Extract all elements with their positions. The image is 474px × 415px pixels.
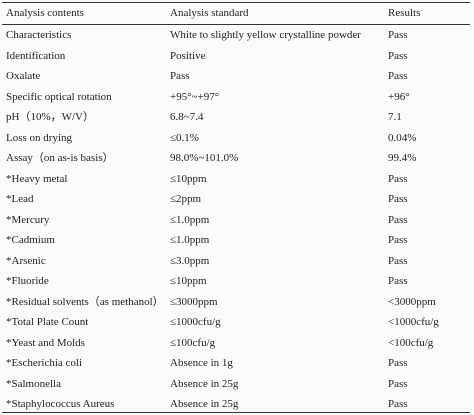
table-cell: Pass (388, 254, 408, 267)
table-cell: Loss on drying (6, 131, 72, 144)
table-cell: *Total Plate Count (6, 316, 89, 328)
table-cell: *Residual solvents（as methanol） (6, 295, 164, 308)
table-cell: ≤2ppm (170, 193, 202, 205)
table-cell: <1000cfu/g (388, 316, 439, 328)
table-cell: Pass (170, 70, 190, 82)
table-cell: Specific optical rotation (6, 90, 112, 103)
top-rule (2, 2, 470, 3)
header-cell: Results (388, 7, 421, 19)
table-cell: Pass (388, 398, 408, 410)
table-cell: *Escherichia coli (6, 357, 83, 369)
table-cell: pH（10%，W/V） (6, 111, 94, 123)
table-cell: Pass (388, 234, 408, 246)
table-cell: Pass (388, 29, 408, 41)
table-cell: Absence in 25g (170, 398, 239, 410)
table-cell: Absence in 1g (170, 357, 233, 369)
table-cell: *Cadmium (6, 234, 55, 246)
table-cell: *Yeast and Molds (6, 336, 85, 349)
table-cell: ≤1000cfu/g (170, 316, 221, 328)
table-cell: *Mercury (6, 213, 50, 226)
table-cell: *Fluoride (6, 275, 49, 287)
table-cell: Positive (170, 49, 206, 62)
table-cell: Absence in 25g (170, 377, 239, 390)
table-cell: ≤10ppm (170, 172, 207, 185)
table-cell: Pass (388, 357, 408, 369)
table-cell: Pass (388, 193, 408, 205)
table-cell: ≤10ppm (170, 275, 207, 287)
table-cell: Pass (388, 213, 408, 226)
header-rule (2, 24, 470, 25)
table-cell: Pass (388, 377, 408, 390)
table-cell: Characteristics (6, 29, 72, 41)
table-cell: ≤100cfu/g (170, 336, 216, 349)
table-cell: ≤1.0ppm (170, 234, 210, 246)
table-cell: 7.1 (388, 111, 402, 123)
header-cell: Analysis contents (6, 7, 84, 19)
table-cell: *Heavy metal (6, 172, 68, 185)
table-cell: *Staphylococcus Aureus (6, 398, 115, 410)
table-cell: <100cfu/g (388, 336, 434, 349)
table-cell: *Arsenic (6, 254, 46, 267)
table-cell: +95°~+97° (170, 90, 220, 103)
table-cell: *Lead (6, 193, 34, 205)
table-cell: Assay（on as-is basis） (6, 152, 114, 164)
table-cell: Pass (388, 70, 408, 82)
table-cell: Pass (388, 49, 408, 62)
table-cell: 6.8~7.4 (170, 111, 204, 123)
table-cell: Oxalate (6, 70, 41, 82)
table-cell: 99.4% (388, 152, 417, 164)
table-cell: <3000ppm (388, 295, 436, 308)
table-cell: Identification (6, 49, 66, 62)
table-cell: Pass (388, 275, 408, 287)
bottom-rule (2, 412, 470, 413)
table-cell: ≤3000ppm (170, 295, 218, 308)
header-cell: Analysis standard (170, 7, 249, 19)
table-cell: *Salmonella (6, 377, 61, 390)
table-cell: 98.0%~101.0% (170, 152, 239, 164)
table-cell: ≤1.0ppm (170, 213, 210, 226)
table-cell: +96° (388, 90, 410, 103)
table-cell: ≤0.1% (170, 131, 199, 144)
table-cell: ≤3.0ppm (170, 254, 210, 267)
table-cell: Pass (388, 172, 408, 185)
table-cell: White to slightly yellow crystalline pow… (170, 29, 361, 41)
table-cell: 0.04% (388, 131, 417, 144)
